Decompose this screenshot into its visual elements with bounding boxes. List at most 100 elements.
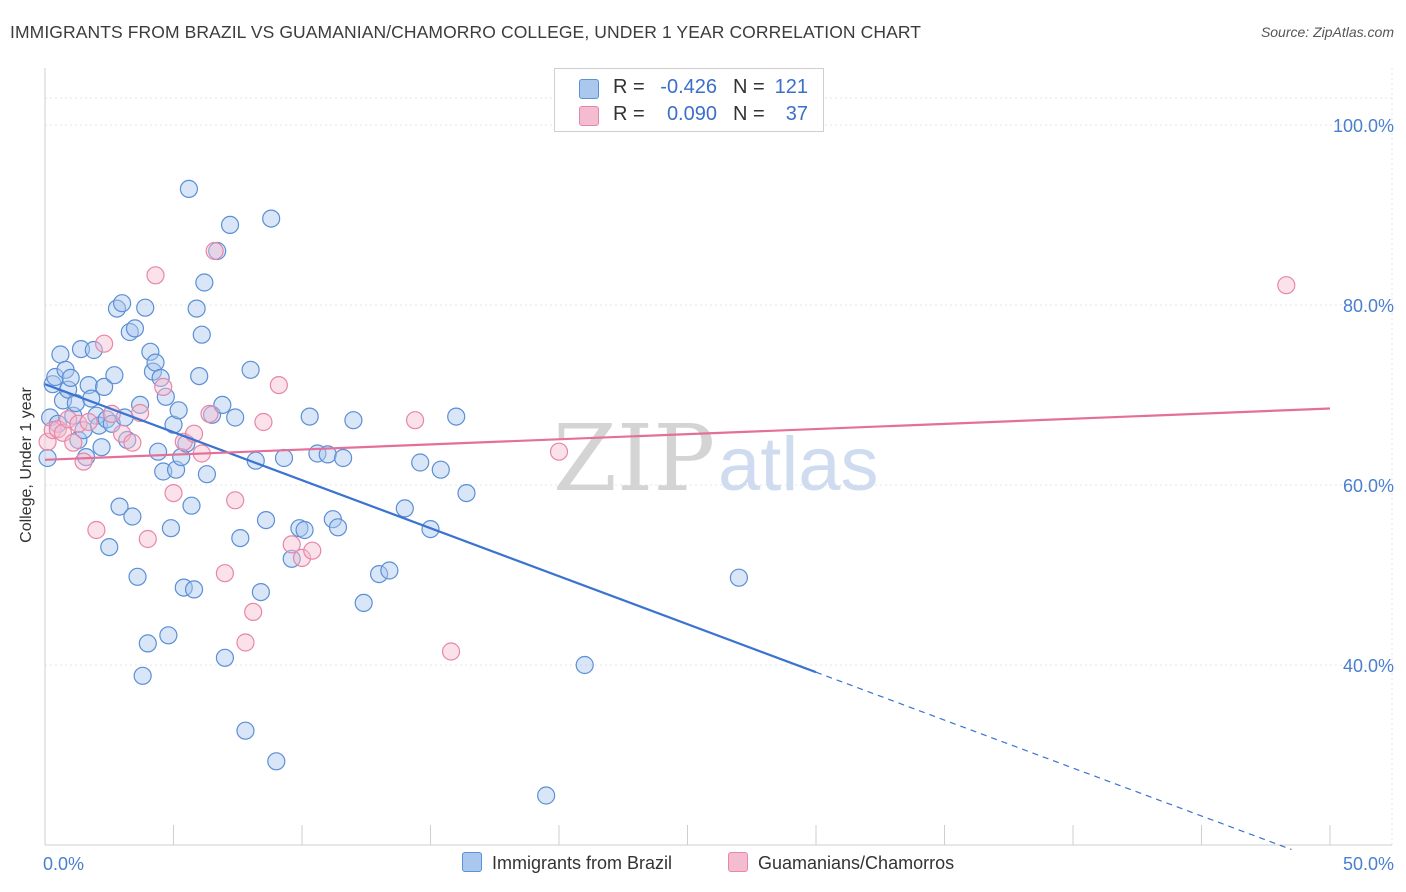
brazil-point [136, 298, 155, 317]
guamanian-point [154, 377, 173, 396]
brazil-point [141, 342, 160, 361]
guamanian-point [441, 642, 461, 661]
brazil-point [575, 655, 594, 675]
brazil-point [334, 448, 353, 468]
brazil-point [370, 564, 389, 584]
legend-r-label: R = [613, 103, 645, 125]
brazil-point [138, 634, 157, 653]
guamanian-point [164, 484, 183, 503]
brazil-point [537, 786, 556, 805]
guamanian-point [87, 520, 106, 540]
axes [44, 68, 1392, 846]
brazil-trendline [44, 383, 817, 674]
brazil-point [195, 273, 214, 292]
brazil-point [344, 411, 363, 430]
bottom-legend-guamanian: Guamanians/Chamorros [728, 852, 954, 874]
guamanian-point [112, 424, 132, 443]
guamanian-point [405, 411, 425, 430]
brazil-point [457, 484, 476, 503]
brazil-point [236, 721, 255, 740]
brazil-point [395, 499, 414, 518]
y-tick-label: 60.0% [1343, 476, 1394, 496]
guamanian-point [200, 404, 219, 423]
brazil-point [146, 353, 165, 372]
brazil-point [447, 407, 466, 426]
brazil-point [729, 568, 749, 587]
brazil-point [197, 465, 217, 484]
brazil-point [123, 507, 142, 526]
legend-row-guamanian: R = 0.090 N = 37 [555, 100, 823, 128]
brazil-point [128, 567, 147, 586]
brazil-point [79, 376, 98, 395]
brazil-point [251, 582, 270, 602]
legend-n-label: N = [733, 103, 765, 125]
guamanian-point [95, 334, 114, 353]
legend-swatch-blue [579, 79, 599, 99]
guamanian-point [1277, 276, 1296, 295]
brazil-point [46, 367, 65, 387]
chart-title: IMMIGRANTS FROM BRAZIL VS GUAMANIAN/CHAM… [10, 22, 922, 42]
guamanian-point [146, 266, 165, 285]
brazil-point [110, 497, 129, 516]
watermark-zip: ZIP [553, 405, 715, 512]
brazil-point [226, 408, 245, 427]
legend-n-label: N = [733, 76, 765, 98]
brazil-point [69, 430, 88, 450]
guamanian-point [269, 376, 288, 395]
brazil-point [182, 496, 201, 515]
guamanian-point [79, 412, 98, 432]
legend-n-value: 37 [785, 103, 808, 125]
brazil-point [51, 345, 70, 364]
brazil-point [184, 580, 204, 599]
series-guamanian-points [38, 241, 1296, 661]
brazil-point [61, 368, 80, 387]
brazil-point [148, 442, 168, 461]
brazil-point [38, 448, 57, 468]
brazil-point [92, 438, 111, 457]
guamanian-point [244, 602, 263, 622]
guamanian-point [292, 548, 312, 568]
guamanian-trendline [44, 407, 1331, 461]
brazil-point [411, 453, 430, 472]
brazil-point [161, 519, 181, 538]
y-tick-label: 80.0% [1343, 296, 1394, 316]
legend-r-label: R = [613, 76, 645, 98]
brazil-point [256, 510, 276, 530]
brazil-point [100, 537, 119, 557]
guamanian-point [282, 535, 301, 554]
guamanian-point [226, 491, 245, 510]
brazil-point [431, 460, 450, 479]
guamanian-point [43, 421, 62, 440]
brazil-point [220, 215, 240, 234]
brazil-point [172, 448, 191, 467]
brazil-point [328, 518, 348, 537]
brazil-point [105, 366, 124, 385]
brazil-point [112, 294, 132, 313]
guamanian-point [123, 433, 142, 452]
brazil-point [192, 325, 211, 344]
brazil-point [179, 179, 199, 198]
brazil-point [267, 752, 286, 771]
x-tick-label-min: 0.0% [43, 854, 84, 874]
legend-r-value: -0.426 [660, 76, 717, 98]
brazil-point [95, 377, 114, 396]
watermark: ZIP atlas [553, 405, 879, 512]
brazil-trendline-extension [815, 671, 1292, 851]
guamanian-point [38, 432, 57, 451]
y-tick-labels: 40.0% 60.0% 80.0% 100.0% [1333, 116, 1394, 676]
trendlines [44, 383, 1331, 851]
guamanian-point [236, 633, 255, 652]
legend-n-value: 121 [774, 76, 808, 98]
guamanian-point [59, 410, 78, 429]
brazil-point [120, 322, 139, 342]
legend-r-value: 0.090 [666, 103, 717, 125]
bottom-legend-swatch-pink [728, 852, 748, 872]
y-tick-label: 40.0% [1343, 656, 1394, 676]
y-tick-label: 100.0% [1333, 116, 1394, 136]
correlation-legend: R = -0.426 N = 121 R = 0.090 N = 37 [554, 68, 824, 132]
brazil-point [133, 666, 152, 685]
guamanian-point [74, 452, 93, 471]
brazil-point [84, 340, 103, 360]
brazil-point [187, 299, 206, 318]
